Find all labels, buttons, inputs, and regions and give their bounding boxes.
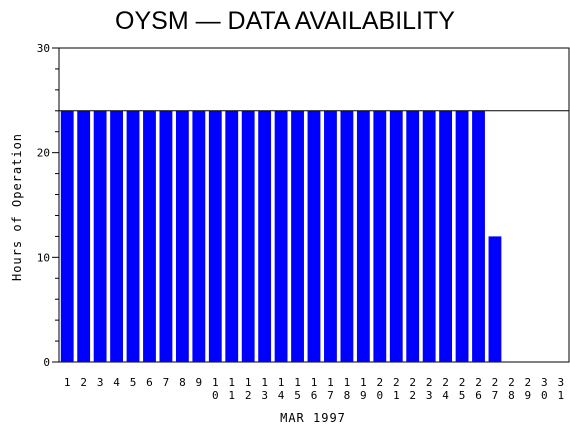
bar [324,110,337,362]
bar [208,110,222,362]
bar [406,110,420,362]
bar [60,110,74,362]
bar [258,110,272,362]
bar [373,110,387,362]
x-tick-label: 3 [97,376,104,389]
chart-title: OYSM — DATA AVAILABILITY [115,7,455,35]
bar [356,110,370,362]
x-tick-label: 6 [146,376,153,389]
bar [455,110,469,362]
bar [192,110,206,362]
x-tick-label: 2 [80,376,87,389]
x-tick-label: 7 [163,376,170,389]
bar [241,110,255,362]
bar [488,236,502,362]
bar [439,110,453,362]
x-tick-label: 8 [179,376,186,389]
bar [274,110,288,362]
y-axis: 0 10 20 30 [37,42,59,369]
x-tick-label: 4 [113,376,120,389]
y-axis-title: Hours of Operation [10,133,24,281]
bar [307,110,321,362]
bar [93,110,107,362]
bar [126,110,140,362]
bar [110,110,123,362]
y-tick-label: 20 [37,147,50,160]
bar [291,110,304,362]
bar [77,110,91,362]
x-tick-label: 1 [64,376,71,389]
x-tick-labels: 1 2 3 4 5 6 7 8 9 1 01 11 21 31 41 51 61 71 81 92 02 12 22 32 42… [64,376,564,402]
bars [60,110,502,362]
y-tick-label: 0 [43,356,50,369]
bar [225,110,239,362]
y-tick-label: 30 [37,42,50,55]
x-tick-label: 9 [196,376,203,389]
bar [472,110,485,362]
bar [159,110,173,362]
bar [389,110,403,362]
y-tick-label: 10 [37,251,50,264]
bar [175,110,189,362]
x-axis-title: MAR 1997 [280,411,346,425]
x-tick-label: 5 [130,376,137,389]
bar [422,110,436,362]
bar [143,110,156,362]
bar [340,110,354,362]
